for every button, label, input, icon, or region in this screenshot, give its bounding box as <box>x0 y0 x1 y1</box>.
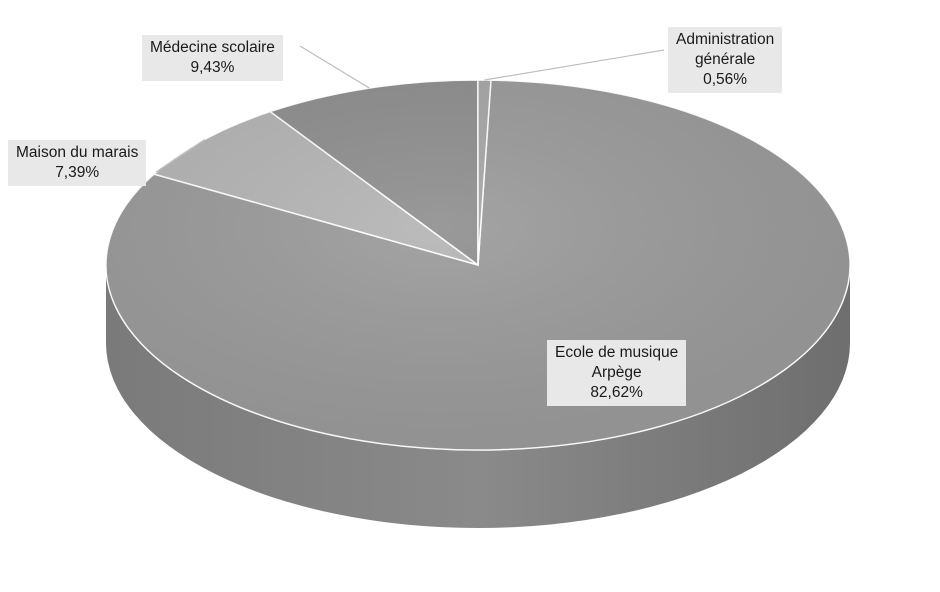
pie-side-wall <box>106 265 850 528</box>
leader-line-medecine-scolaire <box>299 45 370 89</box>
data-label-ecole-line2: Arpège <box>591 364 642 381</box>
data-label-maison-line1: Maison du marais <box>16 144 139 161</box>
data-label-maison-value: 7,39% <box>55 164 100 181</box>
data-label-maison: Maison du marais 7,39% <box>8 140 147 186</box>
data-label-medecine-line1: Médecine scolaire <box>150 39 275 56</box>
data-label-administration-value: 0,56% <box>703 71 748 88</box>
data-label-medecine-value: 9,43% <box>190 59 235 76</box>
leader-line-administration-generale <box>484 49 665 81</box>
leader-line-maison-du-marais <box>155 138 206 173</box>
data-label-ecole: Ecole de musique Arpège 82,62% <box>547 340 687 406</box>
data-label-administration: Administration générale 0,56% <box>668 27 783 93</box>
data-label-ecole-value: 82,62% <box>590 384 643 401</box>
data-label-administration-line2: générale <box>694 51 756 68</box>
data-label-medecine: Médecine scolaire 9,43% <box>142 35 283 81</box>
pie-top-shading <box>106 80 850 450</box>
data-label-ecole-line1: Ecole de musique <box>555 344 679 361</box>
data-label-administration-line1: Administration <box>676 31 775 48</box>
